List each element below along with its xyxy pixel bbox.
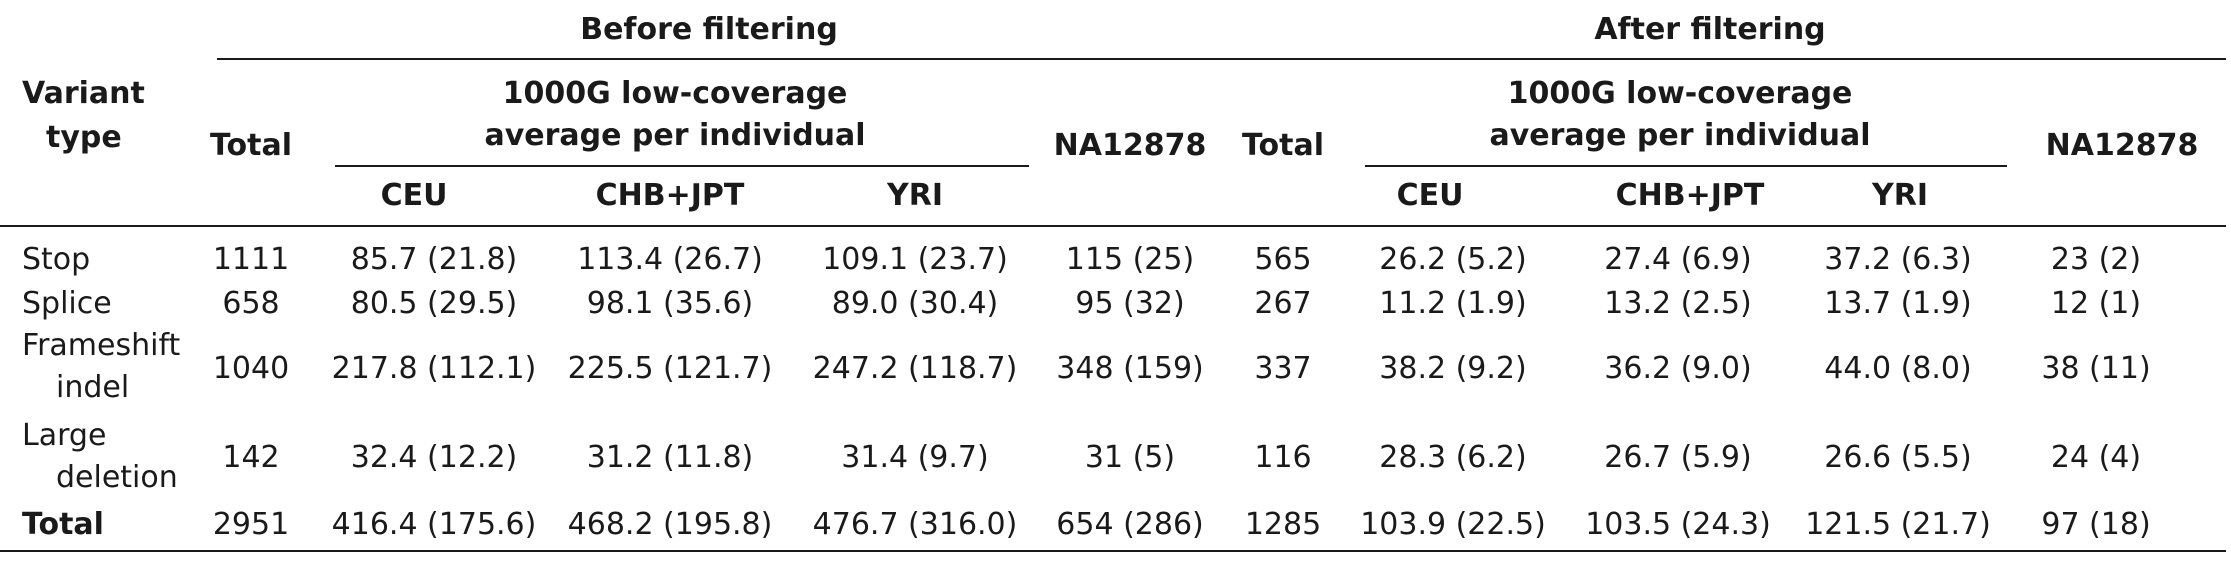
header-before-chb-jpt: CHB+JPT [595,178,745,213]
cell-after-ceu: 11.2 (1.9) [1379,286,1527,321]
cell-after-chb-jpt: 13.2 (2.5) [1604,286,1752,321]
header-rule-top [217,58,2226,60]
cell-before-total: 658 [222,286,280,321]
cell-after-yri: 26.6 (5.5) [1824,440,1972,475]
header-rule-bottom [0,225,2226,227]
cell-before-total: 1040 [212,351,290,386]
table-rule-bottom [0,550,2226,552]
cell-after-ceu: 38.2 (9.2) [1379,351,1527,386]
cell-before-yri: 247.2 (118.7) [812,351,1018,386]
cell-before-yri: 109.1 (23.7) [822,242,1008,277]
cell-after-chb-jpt: 26.7 (5.9) [1604,440,1752,475]
cell-before-na12878: 348 (159) [1056,351,1204,386]
cell-after-ceu: 28.3 (6.2) [1379,440,1527,475]
cell-after-chb-jpt: 103.5 (24.3) [1585,507,1771,542]
cell-after-chb-jpt: 36.2 (9.0) [1604,351,1752,386]
cell-before-chb-jpt: 225.5 (121.7) [567,351,773,386]
cell-before-chb-jpt: 98.1 (35.6) [586,286,754,321]
cell-before-total: 2951 [212,507,290,542]
cell-after-total: 1285 [1244,507,1322,542]
cell-before-ceu: 217.8 (112.1) [331,351,537,386]
cell-before-yri: 476.7 (316.0) [812,507,1018,542]
header-after-na12878: NA12878 [2045,128,2199,163]
header-after-total: Total [1242,128,1324,163]
cell-before-ceu: 85.7 (21.8) [350,242,518,277]
cell-after-total: 565 [1254,242,1312,277]
header-after-yri: YRI [1872,178,1928,213]
cell-before-total: 142 [222,440,280,475]
header-after-group-line1: 1000G low-coverage [1507,76,1853,111]
cell-before-yri: 31.4 (9.7) [841,440,989,475]
row-label: Stop [22,242,91,277]
header-after-ceu: CEU [1396,178,1464,213]
cell-before-chb-jpt: 31.2 (11.8) [586,440,754,475]
header-before-ceu: CEU [380,178,448,213]
cell-after-total: 337 [1254,351,1312,386]
cell-after-ceu: 103.9 (22.5) [1360,507,1546,542]
header-after-group-line2: average per individual [1489,118,1871,153]
header-before-filtering: Before filtering [580,12,838,47]
header-variant-type-line1: Variant [22,76,145,111]
cell-before-na12878: 31 (5) [1084,440,1176,475]
cell-before-chb-jpt: 468.2 (195.8) [567,507,773,542]
cell-before-chb-jpt: 113.4 (26.7) [577,242,763,277]
header-after-group-rule [1365,165,2007,167]
header-variant-type-line2: type [46,120,122,155]
row-label: Splice [22,286,112,321]
cell-after-yri: 44.0 (8.0) [1824,351,1972,386]
header-before-na12878: NA12878 [1053,128,1207,163]
cell-before-ceu: 80.5 (29.5) [350,286,518,321]
cell-before-total: 1111 [212,242,290,277]
header-after-chb-jpt: CHB+JPT [1615,178,1765,213]
cell-after-total: 267 [1254,286,1312,321]
cell-before-ceu: 416.4 (175.6) [331,507,537,542]
header-after-filtering: After filtering [1594,12,1826,47]
header-before-yri: YRI [887,178,943,213]
cell-after-yri: 37.2 (6.3) [1824,242,1972,277]
cell-before-na12878: 115 (25) [1065,242,1195,277]
cell-after-na12878: 38 (11) [2041,351,2151,386]
header-before-group-line1: 1000G low-coverage [502,76,848,111]
cell-after-chb-jpt: 27.4 (6.9) [1604,242,1752,277]
cell-after-na12878: 12 (1) [2050,286,2142,321]
cell-before-na12878: 95 (32) [1075,286,1185,321]
row-label-line2: deletion [56,460,178,495]
header-before-total: Total [210,128,292,163]
row-label: Total [22,507,104,542]
cell-after-total: 116 [1254,440,1312,475]
cell-after-yri: 121.5 (21.7) [1805,507,1991,542]
header-before-group-line2: average per individual [484,118,866,153]
cell-after-na12878: 23 (2) [2050,242,2142,277]
cell-before-ceu: 32.4 (12.2) [350,440,518,475]
cell-after-na12878: 97 (18) [2041,507,2151,542]
cell-after-ceu: 26.2 (5.2) [1379,242,1527,277]
row-label-line1: Large [22,418,107,453]
header-before-group-rule [335,165,1029,167]
row-label-line2: indel [56,370,130,405]
cell-after-na12878: 24 (4) [2050,440,2142,475]
cell-before-na12878: 654 (286) [1056,507,1204,542]
row-label-line1: Frameshift [22,328,181,363]
cell-after-yri: 13.7 (1.9) [1824,286,1972,321]
cell-before-yri: 89.0 (30.4) [831,286,999,321]
